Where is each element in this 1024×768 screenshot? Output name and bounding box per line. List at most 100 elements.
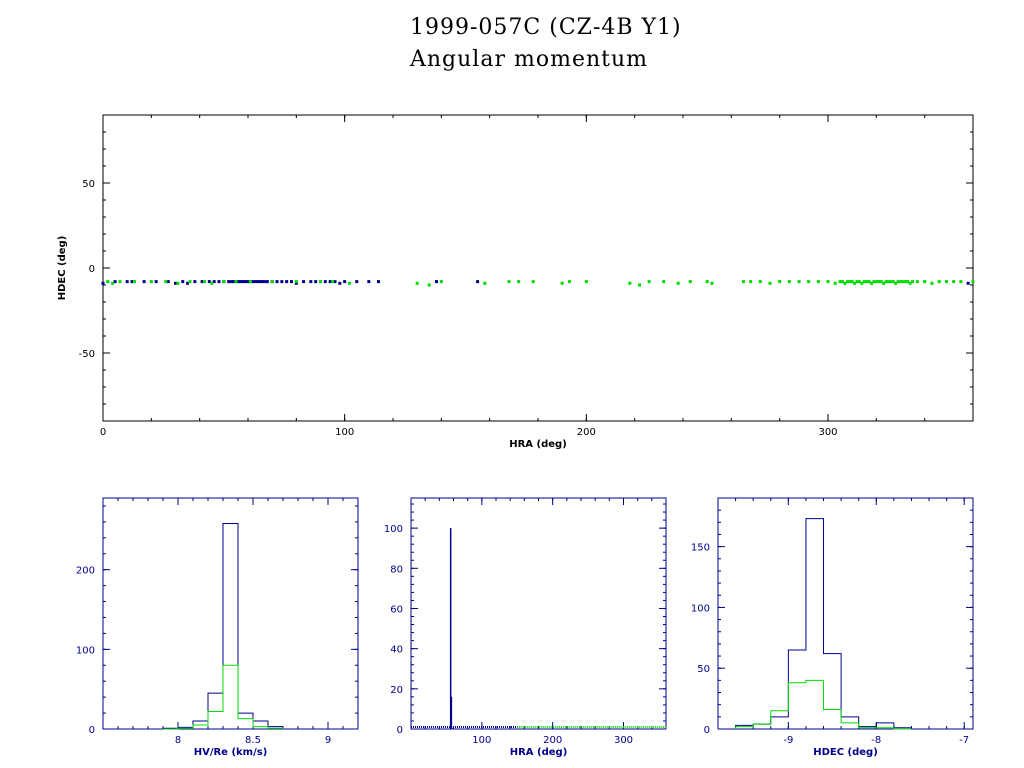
- scatter-point-green: [483, 281, 487, 285]
- scatter-point-blue: [343, 280, 347, 284]
- scatter-point-green: [270, 280, 274, 284]
- scatter-point-blue: [241, 280, 245, 284]
- scatter-point-green: [971, 280, 975, 284]
- scatter-point-green: [132, 280, 136, 284]
- scatter-point-blue: [294, 281, 298, 285]
- y-tick-label: 0: [397, 725, 403, 736]
- x-tick-label: 200: [577, 427, 596, 438]
- y-tick-label: 150: [691, 543, 710, 554]
- y-tick-label: 0: [89, 264, 95, 275]
- scatter-point-green: [911, 280, 915, 284]
- scatter-point-green: [797, 280, 801, 284]
- scatter-point-green: [676, 281, 680, 285]
- scatter-point-green: [348, 281, 351, 285]
- scatter-point-blue: [217, 280, 221, 284]
- y-tick-label: 0: [704, 725, 710, 736]
- scatter-point-blue: [251, 280, 255, 284]
- scatter-point-green: [807, 280, 811, 284]
- scatter-point-green: [188, 280, 192, 284]
- scatter-point-blue: [200, 280, 204, 284]
- scatter-point-green: [930, 281, 934, 285]
- scatter-point-blue: [229, 280, 233, 284]
- x-tick-label: -8: [871, 735, 881, 746]
- plot-frame-3: [717, 497, 974, 730]
- histogram-outline-blue: [162, 522, 284, 729]
- x-tick-label: 100: [472, 735, 491, 746]
- scatter-point-green: [331, 280, 335, 284]
- histogram-bin-green: [208, 711, 223, 729]
- chart-title: 1999-057C (CZ-4B Y1): [410, 15, 682, 40]
- scatter-point-green: [294, 280, 298, 284]
- x-tick-label: 300: [818, 427, 837, 438]
- scatter-point-green: [891, 280, 895, 284]
- scatter-point-blue: [290, 280, 293, 284]
- scatter-point-blue: [476, 280, 480, 284]
- scatter-point-green: [833, 281, 837, 285]
- scatter-point-blue: [174, 281, 177, 285]
- plot-frame-1: [102, 497, 359, 730]
- scatter-point-blue: [212, 280, 216, 284]
- histogram-bin-green: [238, 719, 253, 729]
- scatter-point-green: [862, 280, 866, 284]
- x-tick-label: 100: [335, 427, 354, 438]
- scatter-point-blue: [333, 280, 337, 284]
- scatter-point-green: [896, 280, 900, 284]
- scatter-point-green: [850, 280, 854, 284]
- scatter-point-green: [415, 281, 419, 285]
- histogram-bin-green: [771, 711, 789, 729]
- x-axis-label: HV/Re (km/s): [194, 747, 268, 758]
- scatter-point-blue: [193, 280, 197, 284]
- scatter-point-blue: [328, 280, 332, 284]
- scatter-point-blue: [265, 280, 269, 284]
- scatter-point-blue: [207, 280, 211, 284]
- scatter-point-green: [882, 281, 886, 285]
- x-tick-label: 0: [100, 427, 106, 438]
- scatter-point-green: [959, 280, 963, 284]
- x-axis-label: HRA (deg): [510, 747, 568, 758]
- histogram-bin-green: [841, 723, 859, 729]
- y-axis-label: HDEC (deg): [57, 236, 68, 301]
- x-tick-label: 200: [543, 735, 562, 746]
- y-tick-label: 40: [390, 645, 403, 656]
- scatter-point-green: [874, 280, 878, 284]
- scatter-point-green: [915, 280, 919, 284]
- scatter-point-blue: [125, 280, 129, 284]
- scatter-point-green: [877, 280, 881, 284]
- scatter-point-green: [758, 280, 762, 284]
- x-tick-label: -7: [959, 735, 969, 746]
- scatter-point-blue: [130, 280, 134, 284]
- scatter-point-green: [778, 280, 782, 284]
- scatter-point-blue: [261, 280, 264, 284]
- scatter-point-green: [848, 280, 852, 284]
- scatter-point-green: [749, 280, 753, 284]
- scatter-point-blue: [966, 281, 970, 285]
- y-tick-label: 50: [697, 664, 710, 675]
- scatter-point-green: [860, 281, 864, 285]
- scatter-point-blue: [244, 280, 248, 284]
- scatter-point-green: [870, 281, 873, 285]
- scatter-point-green: [816, 280, 820, 284]
- y-tick-label: 80: [390, 564, 403, 575]
- scatter-point-blue: [275, 280, 279, 284]
- scatter-point-blue: [101, 281, 105, 285]
- scatter-point-green: [865, 280, 869, 284]
- scatter-point-green: [111, 281, 115, 285]
- x-tick-label: -9: [783, 735, 793, 746]
- scatter-point-green: [923, 280, 927, 284]
- scatter-point-green: [688, 280, 692, 284]
- scatter-point-green: [710, 281, 714, 285]
- histogram-bin-green: [223, 665, 238, 729]
- x-tick-label: 300: [614, 735, 633, 746]
- scatter-point-green: [507, 280, 511, 284]
- scatter-point-green: [647, 280, 651, 284]
- scatter-point-green: [937, 280, 941, 284]
- scatter-point-blue: [377, 280, 380, 284]
- scatter-point-blue: [280, 280, 284, 284]
- scatter-point-green: [560, 281, 564, 285]
- scatter-point-green: [826, 280, 830, 284]
- y-tick-label: 100: [691, 603, 710, 614]
- histogram-bin-green: [193, 725, 208, 729]
- scatter-point-green: [872, 280, 876, 284]
- scatter-point-green: [853, 281, 857, 285]
- y-tick-label: 0: [89, 725, 95, 736]
